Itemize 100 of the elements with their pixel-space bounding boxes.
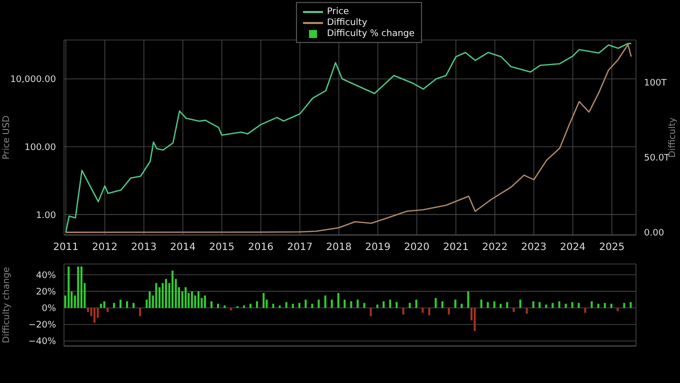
bar <box>356 300 359 308</box>
bar <box>272 304 274 308</box>
x-tick-label: 2022 <box>482 242 508 254</box>
bar <box>344 300 346 308</box>
y-tick-label: 100.00 <box>24 142 56 153</box>
bar <box>249 304 252 308</box>
y-tick-label: −40% <box>28 337 56 348</box>
bar <box>230 308 232 310</box>
bar <box>552 302 554 308</box>
y-tick-label: 0% <box>42 304 56 314</box>
bar <box>285 302 288 308</box>
y2-axis-title: Difficulty <box>668 116 678 158</box>
y-axis-title: Difficulty change <box>2 266 12 344</box>
bar <box>448 308 450 315</box>
bar <box>155 283 158 308</box>
bar <box>262 292 265 308</box>
bar <box>242 305 245 308</box>
bar <box>224 305 226 308</box>
bar <box>467 291 470 308</box>
x-tick-label: 2024 <box>560 242 586 254</box>
bar <box>434 298 437 308</box>
bar <box>184 287 187 308</box>
bar <box>106 308 109 312</box>
bar <box>408 302 411 308</box>
bar <box>389 300 392 308</box>
bar <box>120 300 122 308</box>
y2-tick-label: 0.00 <box>644 228 664 238</box>
bar <box>113 302 116 308</box>
bar <box>77 266 80 308</box>
bar <box>311 304 314 308</box>
bar <box>480 300 482 308</box>
bar <box>330 300 333 308</box>
bar <box>103 301 106 308</box>
bar <box>350 301 352 308</box>
bar <box>172 270 174 308</box>
bar <box>318 300 320 308</box>
bar <box>532 301 534 308</box>
bar <box>590 301 593 308</box>
bar <box>519 300 522 308</box>
bar <box>428 308 430 316</box>
bar <box>474 308 476 332</box>
bar <box>623 302 626 308</box>
bar <box>460 304 463 308</box>
bar <box>370 308 372 316</box>
bar <box>204 295 206 308</box>
bar <box>162 283 164 308</box>
bar <box>86 308 89 312</box>
x-tick-label: 2015 <box>209 242 235 254</box>
bar <box>402 308 404 315</box>
y-tick-label: 1.00 <box>36 210 56 221</box>
bar <box>304 300 307 308</box>
x-tick-label: 2020 <box>404 242 430 254</box>
bar <box>506 302 508 308</box>
bar <box>610 304 612 308</box>
bar <box>422 308 424 313</box>
bar <box>571 302 574 308</box>
y-axis-title: Price USD <box>2 115 12 160</box>
y2-tick-label: 50.0T <box>644 153 670 164</box>
bar <box>217 304 220 308</box>
bar <box>454 300 456 308</box>
bar <box>194 295 196 308</box>
x-tick-label: 2011 <box>53 242 79 254</box>
bar <box>80 266 82 308</box>
bar <box>337 292 340 308</box>
y-tick-label: 10,000.00 <box>10 75 56 86</box>
x-tick-label: 2023 <box>521 242 547 254</box>
bar <box>139 308 142 316</box>
bar <box>578 302 580 308</box>
legend-label: Difficulty <box>327 18 368 28</box>
bar <box>396 302 398 308</box>
bar <box>526 308 528 314</box>
bar <box>165 278 168 308</box>
bar <box>210 301 212 308</box>
bar <box>564 304 567 308</box>
x-tick-label: 2018 <box>326 242 352 254</box>
bar <box>604 302 606 308</box>
bar <box>441 301 444 308</box>
y-tick-label: 20% <box>36 288 56 298</box>
bar <box>584 308 586 313</box>
bar <box>558 301 560 308</box>
bar <box>158 287 160 308</box>
bar <box>486 302 489 308</box>
bar <box>415 300 418 308</box>
bar <box>545 304 548 308</box>
bar <box>132 302 135 308</box>
bar <box>197 291 200 308</box>
bar <box>382 301 385 308</box>
bar <box>324 295 326 308</box>
y2-tick-label: 100T <box>644 78 668 88</box>
bar <box>256 301 258 308</box>
bar <box>100 304 102 308</box>
bar <box>512 308 515 312</box>
bar <box>126 301 128 308</box>
x-tick-label: 2025 <box>599 242 625 254</box>
bar <box>493 301 496 308</box>
bar <box>363 302 366 308</box>
bar <box>93 308 96 323</box>
bar <box>500 304 502 308</box>
bar <box>181 291 184 308</box>
bar <box>630 302 632 308</box>
